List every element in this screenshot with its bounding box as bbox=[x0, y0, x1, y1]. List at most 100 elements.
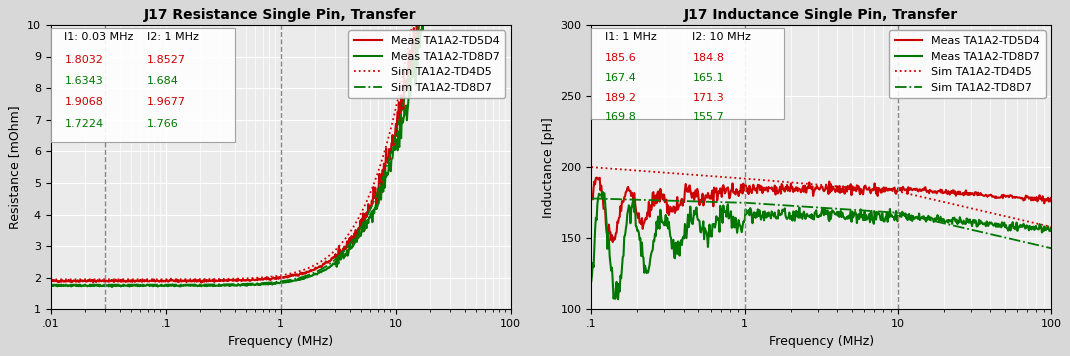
Meas TA1A2-TD5D4 bbox=[44, 278, 57, 283]
Meas TA1A2-TD5D4 bbox=[311, 265, 324, 269]
Meas TA1A2-TD5D4 bbox=[324, 258, 337, 263]
Legend: Meas TA1A2-TD5D4, Meas TA1A2-TD8D7, Sim TA1A2-TD4D5, Sim TA1A2-TD8D7: Meas TA1A2-TD5D4, Meas TA1A2-TD8D7, Sim … bbox=[349, 31, 505, 98]
Sim TA1A2-TD8D7 bbox=[793, 204, 806, 208]
Meas TA1A2-TD8D7 bbox=[596, 190, 609, 194]
Sim TA1A2-TD8D7 bbox=[1044, 246, 1057, 250]
Sim TA1A2-TD8D7 bbox=[856, 208, 869, 213]
Sim TA1A2-TD4D5 bbox=[793, 181, 806, 185]
Text: I1: 1 MHz: I1: 1 MHz bbox=[605, 32, 657, 42]
Line: Sim TA1A2-TD8D7: Sim TA1A2-TD8D7 bbox=[50, 0, 510, 285]
Meas TA1A2-TD5D4 bbox=[668, 205, 681, 209]
Text: 1.6343: 1.6343 bbox=[64, 76, 103, 86]
Text: 169.8: 169.8 bbox=[605, 112, 637, 122]
FancyBboxPatch shape bbox=[50, 28, 234, 142]
Text: 1.9068: 1.9068 bbox=[64, 98, 104, 108]
Sim TA1A2-TD8D7 bbox=[703, 200, 716, 204]
Sim TA1A2-TD4D5 bbox=[44, 277, 57, 282]
Meas TA1A2-TD8D7 bbox=[612, 297, 625, 302]
Sim TA1A2-TD8D7 bbox=[667, 199, 679, 203]
Sim TA1A2-TD4D5 bbox=[311, 261, 324, 266]
Text: I1: 0.03 MHz: I1: 0.03 MHz bbox=[64, 32, 134, 42]
Text: I2: 1 MHz: I2: 1 MHz bbox=[148, 32, 199, 42]
Meas TA1A2-TD8D7 bbox=[338, 253, 351, 257]
FancyBboxPatch shape bbox=[592, 28, 784, 119]
Line: Meas TA1A2-TD8D7: Meas TA1A2-TD8D7 bbox=[50, 0, 510, 287]
Meas TA1A2-TD5D4 bbox=[607, 240, 620, 244]
Meas TA1A2-TD8D7 bbox=[1044, 226, 1057, 230]
Meas TA1A2-TD8D7 bbox=[933, 219, 946, 224]
Meas TA1A2-TD8D7 bbox=[668, 255, 681, 260]
Meas TA1A2-TD5D4 bbox=[394, 123, 407, 127]
Text: 185.6: 185.6 bbox=[605, 53, 637, 63]
Title: J17 Resistance Single Pin, Transfer: J17 Resistance Single Pin, Transfer bbox=[144, 8, 417, 22]
Sim TA1A2-TD4D5 bbox=[337, 239, 350, 243]
Text: 1.7224: 1.7224 bbox=[64, 119, 104, 129]
Sim TA1A2-TD4D5 bbox=[393, 90, 406, 94]
Meas TA1A2-TD8D7 bbox=[794, 211, 807, 216]
Meas TA1A2-TD8D7 bbox=[73, 283, 86, 287]
Meas TA1A2-TD8D7 bbox=[394, 120, 407, 125]
Line: Meas TA1A2-TD8D7: Meas TA1A2-TD8D7 bbox=[592, 192, 1051, 299]
Text: 189.2: 189.2 bbox=[605, 93, 637, 103]
Sim TA1A2-TD4D5 bbox=[931, 198, 944, 203]
Meas TA1A2-TD5D4 bbox=[585, 197, 598, 201]
Text: I2: 10 MHz: I2: 10 MHz bbox=[692, 32, 751, 42]
Sim TA1A2-TD8D7 bbox=[311, 269, 324, 273]
Meas TA1A2-TD8D7 bbox=[324, 264, 337, 268]
Meas TA1A2-TD5D4 bbox=[705, 197, 718, 201]
Title: J17 Inductance Single Pin, Transfer: J17 Inductance Single Pin, Transfer bbox=[684, 8, 959, 22]
Sim TA1A2-TD8D7 bbox=[73, 283, 86, 287]
Sim TA1A2-TD8D7 bbox=[931, 220, 944, 224]
Sim TA1A2-TD8D7 bbox=[323, 262, 336, 266]
Sim TA1A2-TD8D7 bbox=[44, 283, 57, 287]
Meas TA1A2-TD5D4 bbox=[933, 189, 946, 193]
Meas TA1A2-TD8D7 bbox=[705, 229, 718, 233]
Text: 184.8: 184.8 bbox=[692, 53, 724, 63]
Meas TA1A2-TD5D4 bbox=[893, 186, 906, 190]
Sim TA1A2-TD4D5 bbox=[667, 171, 679, 175]
Sim TA1A2-TD4D5 bbox=[323, 253, 336, 257]
Meas TA1A2-TD5D4 bbox=[338, 245, 351, 249]
Meas TA1A2-TD8D7 bbox=[44, 283, 57, 288]
Sim TA1A2-TD4D5 bbox=[892, 189, 905, 194]
Text: 167.4: 167.4 bbox=[605, 73, 637, 83]
Meas TA1A2-TD8D7 bbox=[311, 271, 324, 275]
Meas TA1A2-TD5D4 bbox=[1044, 195, 1057, 200]
Line: Meas TA1A2-TD5D4: Meas TA1A2-TD5D4 bbox=[50, 0, 510, 283]
Sim TA1A2-TD4D5 bbox=[585, 165, 598, 169]
Meas TA1A2-TD8D7 bbox=[893, 213, 906, 217]
Text: 1.766: 1.766 bbox=[148, 119, 179, 129]
Line: Sim TA1A2-TD4D5: Sim TA1A2-TD4D5 bbox=[592, 167, 1051, 227]
Text: 171.3: 171.3 bbox=[692, 93, 724, 103]
Text: 1.8527: 1.8527 bbox=[148, 55, 186, 65]
Sim TA1A2-TD4D5 bbox=[73, 277, 86, 282]
Sim TA1A2-TD8D7 bbox=[337, 249, 350, 253]
Sim TA1A2-TD8D7 bbox=[892, 211, 905, 215]
Sim TA1A2-TD4D5 bbox=[703, 174, 716, 178]
Line: Sim TA1A2-TD4D5: Sim TA1A2-TD4D5 bbox=[50, 0, 510, 279]
Meas TA1A2-TD5D4 bbox=[73, 280, 86, 284]
X-axis label: Frequency (MHz): Frequency (MHz) bbox=[768, 335, 874, 348]
Meas TA1A2-TD8D7 bbox=[585, 279, 598, 284]
Sim TA1A2-TD8D7 bbox=[393, 118, 406, 122]
Sim TA1A2-TD8D7 bbox=[585, 196, 598, 200]
X-axis label: Frequency (MHz): Frequency (MHz) bbox=[228, 335, 333, 348]
Text: 165.1: 165.1 bbox=[692, 73, 724, 83]
Sim TA1A2-TD4D5 bbox=[1044, 225, 1057, 229]
Meas TA1A2-TD8D7 bbox=[857, 218, 870, 222]
Meas TA1A2-TD5D4 bbox=[857, 186, 870, 190]
Sim TA1A2-TD4D5 bbox=[856, 186, 869, 190]
Text: 1.9677: 1.9677 bbox=[148, 98, 186, 108]
Meas TA1A2-TD5D4 bbox=[195, 281, 208, 285]
Text: 1.8032: 1.8032 bbox=[64, 55, 104, 65]
Meas TA1A2-TD8D7 bbox=[105, 285, 118, 289]
Line: Sim TA1A2-TD8D7: Sim TA1A2-TD8D7 bbox=[592, 198, 1051, 248]
Text: 155.7: 155.7 bbox=[692, 112, 724, 122]
Meas TA1A2-TD5D4 bbox=[591, 176, 603, 180]
Meas TA1A2-TD5D4 bbox=[794, 190, 807, 194]
Text: 1.684: 1.684 bbox=[148, 76, 179, 86]
Legend: Meas TA1A2-TD5D4, Meas TA1A2-TD8D7, Sim TA1A2-TD4D5, Sim TA1A2-TD8D7: Meas TA1A2-TD5D4, Meas TA1A2-TD8D7, Sim … bbox=[889, 31, 1045, 98]
Line: Meas TA1A2-TD5D4: Meas TA1A2-TD5D4 bbox=[592, 178, 1051, 242]
Y-axis label: Inductance [pH]: Inductance [pH] bbox=[541, 117, 555, 218]
Y-axis label: Resistance [mOhm]: Resistance [mOhm] bbox=[9, 105, 21, 229]
